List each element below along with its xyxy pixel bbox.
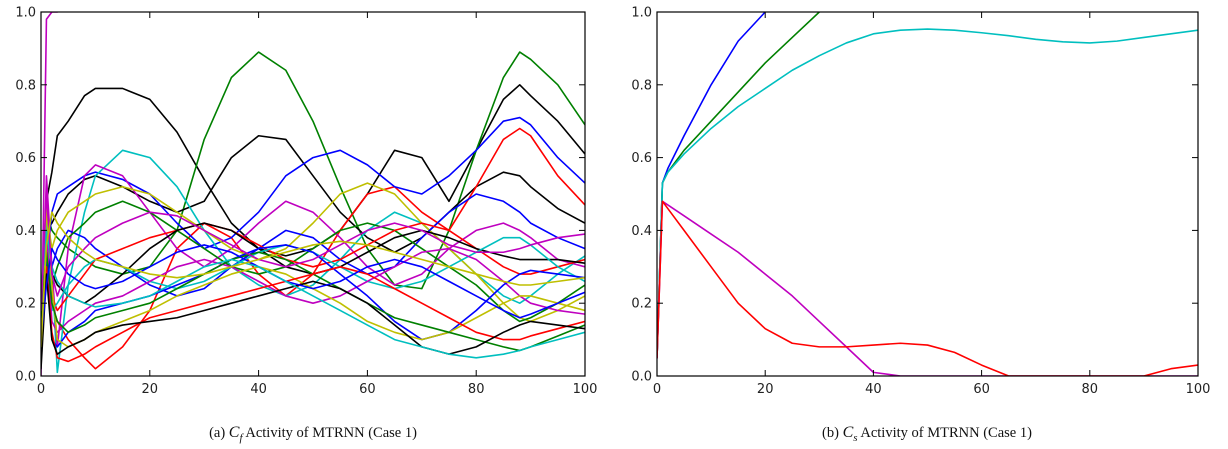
axes-frame bbox=[40, 11, 586, 377]
x-tick-label: 40 bbox=[250, 382, 267, 397]
x-tick-label: 20 bbox=[142, 382, 159, 397]
series-line-7 bbox=[41, 149, 585, 374]
series-line-3 bbox=[657, 28, 1198, 359]
series-line-4 bbox=[657, 200, 1198, 376]
caption-symbol: C bbox=[229, 424, 240, 441]
series-line-19 bbox=[41, 266, 585, 363]
figure-caption: (a) Cf Activity of MTRNN (Case 1) bbox=[209, 424, 417, 444]
series-line-10 bbox=[41, 193, 585, 323]
x-tick-label: 40 bbox=[865, 382, 882, 397]
series-line-20 bbox=[41, 273, 585, 370]
x-tick-label: 100 bbox=[573, 382, 598, 397]
axes-frame bbox=[656, 11, 1199, 377]
series-line-15 bbox=[41, 229, 585, 341]
series-group bbox=[657, 12, 1198, 376]
y-tick-label: 0.2 bbox=[631, 297, 652, 312]
series-line-17 bbox=[41, 207, 585, 348]
caption-subscript: f bbox=[239, 432, 244, 444]
series-line-4 bbox=[41, 134, 585, 341]
caption-prefix: (a) bbox=[209, 425, 229, 441]
figure-caption: (b) Cs Activity of MTRNN (Case 1) bbox=[822, 424, 1032, 444]
chart-panel-b: 0 20 40 60 80 100 0.0 0.2 0.4 0.6 0.8 1.0 (b) Cs Act… bbox=[631, 6, 1210, 445]
x-tick-label: 0 bbox=[37, 382, 45, 397]
series-line-8 bbox=[41, 164, 585, 359]
series-line-2 bbox=[657, 12, 821, 359]
x-tick-label: 60 bbox=[359, 382, 376, 397]
series-line-22 bbox=[41, 229, 585, 359]
series-group bbox=[41, 12, 585, 376]
y-tick-label: 0.4 bbox=[15, 224, 36, 239]
series-line-24 bbox=[41, 211, 585, 348]
series-line-5 bbox=[657, 200, 1198, 376]
x-tick-label: 60 bbox=[973, 382, 990, 397]
caption-symbol: C bbox=[843, 424, 854, 441]
x-tick-label: 80 bbox=[1082, 382, 1099, 397]
series-line-14 bbox=[41, 215, 585, 312]
series-line-1 bbox=[657, 12, 766, 359]
y-tick-label: 0.2 bbox=[15, 297, 36, 312]
caption-subscript: s bbox=[853, 432, 857, 444]
x-tick-label: 100 bbox=[1186, 382, 1211, 397]
y-tick-label: 0.0 bbox=[631, 370, 652, 385]
x-tick-label: 80 bbox=[468, 382, 485, 397]
y-tick-label: 0.8 bbox=[15, 78, 36, 93]
caption-text: Activity of MTRNN (Case 1) bbox=[243, 425, 418, 441]
series-line-12 bbox=[41, 222, 585, 334]
y-tick-label: 1.0 bbox=[631, 6, 652, 21]
y-tick-label: 0.6 bbox=[15, 151, 36, 166]
series-line-3 bbox=[41, 51, 585, 341]
y-tick-label: 0.0 bbox=[15, 370, 36, 385]
y-tick-label: 0.8 bbox=[631, 78, 652, 93]
series-line-16 bbox=[41, 244, 585, 355]
y-tick-label: 1.0 bbox=[15, 6, 36, 21]
caption-prefix: (b) bbox=[822, 425, 843, 441]
x-tick-label: 0 bbox=[653, 382, 661, 397]
chart-panel-a: 0 20 40 60 80 100 0.0 0.2 0.4 0.6 0.8 1.0 (a) Cf Act… bbox=[15, 6, 597, 445]
series-line-6 bbox=[41, 116, 585, 334]
series-line-1 bbox=[41, 12, 59, 376]
y-tick-label: 0.4 bbox=[631, 224, 652, 239]
series-line-9 bbox=[41, 182, 585, 341]
series-line-23 bbox=[41, 193, 585, 312]
y-tick-label: 0.6 bbox=[631, 151, 652, 166]
x-tick-label: 20 bbox=[757, 382, 774, 397]
caption-text: Activity of MTRNN (Case 1) bbox=[858, 425, 1033, 441]
